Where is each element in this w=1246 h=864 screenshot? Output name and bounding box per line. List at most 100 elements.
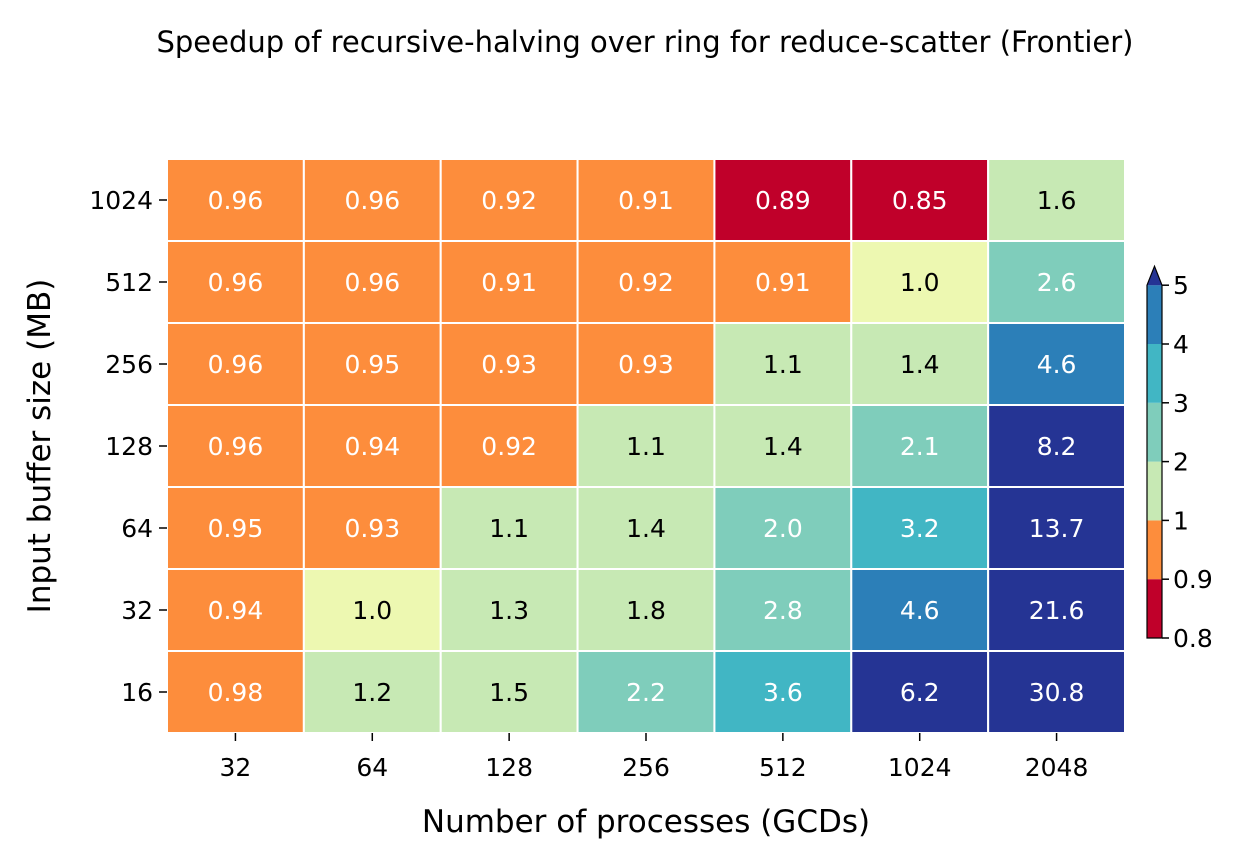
heatmap-cell [166,158,305,242]
cell-value-label: 0.96 [344,186,400,215]
heatmap-cell [302,158,442,242]
heatmap-cell [576,404,716,488]
y-axis-label: Input buffer size (MB) [22,279,58,614]
y-tick-label: 128 [105,432,153,461]
colorbar-tick-label: 5 [1173,271,1189,300]
cell-value-label: 0.93 [344,514,400,543]
heatmap-cell [302,404,442,488]
colorbar-tick-label: 3 [1173,389,1189,418]
heatmap-cell [439,158,579,242]
colorbar-tick-label: 0.9 [1173,565,1213,594]
x-tick-label: 128 [485,753,533,782]
cell-value-label: 0.94 [344,432,400,461]
colorbar-segment [1147,402,1162,462]
colorbar-outline [1146,264,1163,639]
colorbar: 0.8 0.9 1 2 3 4 5 [1146,264,1213,653]
cell-value-label: 8.2 [1037,432,1077,461]
cell-value-label: 0.95 [344,350,400,379]
heatmap-cell [439,486,579,570]
cell-value-label: 0.91 [755,268,811,297]
y-tick-label: 32 [121,596,153,625]
cell-value-label: 3.2 [900,514,940,543]
cell-value-label: 1.6 [1037,186,1077,215]
heatmap-cell [987,322,1127,406]
x-axis-label: Number of processes (GCDs) [422,804,870,840]
cell-value-label: 1.1 [626,432,666,461]
x-tick-label: 1024 [888,753,952,782]
cell-value-label: 1.4 [900,350,940,379]
x-tick-label: 256 [622,753,670,782]
colorbar-tick-label: 2 [1173,448,1189,477]
heatmap-cell [166,486,305,570]
heatmap-cell [850,650,990,734]
cell-value-label: 3.6 [763,678,803,707]
cell-value-label: 4.6 [1037,350,1077,379]
cell-value-label: 1.1 [763,350,803,379]
heatmap-cell [439,322,579,406]
heatmap-cell [302,322,442,406]
colorbar-segment [1147,461,1162,521]
x-tick-label: 2048 [1025,753,1089,782]
cell-value-label: 1.4 [626,514,666,543]
heatmap-cell [166,650,305,734]
heatmap-cell [987,240,1127,324]
cell-value-label: 2.0 [763,514,803,543]
cell-value-label: 0.96 [208,350,264,379]
cell-value-label: 0.92 [618,268,674,297]
y-tick-label: 1024 [89,186,153,215]
x-tick-label: 32 [220,753,252,782]
cell-value-label: 0.91 [481,268,537,297]
cell-value-label: 6.2 [900,678,940,707]
cell-value-label: 1.1 [489,514,529,543]
colorbar-tick-label: 1 [1173,506,1189,535]
colorbar-segment [1147,520,1162,580]
cell-value-label: 0.93 [618,350,674,379]
heatmap-cell [439,650,579,734]
cell-value-label: 13.7 [1029,514,1085,543]
cell-value-label: 2.6 [1037,268,1077,297]
heatmap-cell [850,404,990,488]
cell-value-label: 0.92 [481,432,537,461]
cell-value-label: 21.6 [1029,596,1085,625]
cell-value-label: 0.96 [208,186,264,215]
heatmap-cell [166,568,305,652]
heatmap-cell [987,404,1127,488]
heatmap-cell [987,568,1127,652]
heatmap-cell [576,322,716,406]
cell-value-label: 1.4 [763,432,803,461]
cell-value-label: 0.93 [481,350,537,379]
colorbar-segment [1147,344,1162,403]
chart-title: Speedup of recursive-halving over ring f… [156,25,1133,59]
y-tick-label: 256 [105,350,153,379]
cell-value-label: 1.5 [489,678,529,707]
cell-value-label: 0.85 [892,186,948,215]
cell-value-label: 1.8 [626,596,666,625]
cell-value-label: 1.0 [352,596,392,625]
cell-value-label: 4.6 [900,596,940,625]
cell-value-label: 1.2 [352,678,392,707]
cell-value-label: 0.92 [481,186,537,215]
cell-value-label: 0.94 [208,596,264,625]
colorbar-segment [1147,285,1162,344]
colorbar-tick-label: 4 [1173,330,1189,359]
heatmap-cell [850,158,990,242]
cell-value-label: 0.96 [208,432,264,461]
x-tick-label: 64 [356,753,388,782]
y-tick-label: 512 [105,268,153,297]
axis-ticks: 32 64 128 256 512 1024 2048 1024 512 256 128 64 32 16 [89,186,1088,782]
heatmap-cell [713,240,853,324]
cell-value-label: 2.8 [763,596,803,625]
cell-value-label: 1.0 [900,268,940,297]
colorbar-segment [1147,579,1162,638]
cell-value-label: 2.1 [900,432,940,461]
heatmap-cell [439,240,579,324]
heatmap-cell [166,404,305,488]
heatmap-cell [713,650,853,734]
cell-value-label: 0.98 [208,678,264,707]
cell-value-label: 30.8 [1029,678,1085,707]
heatmap-cell [987,650,1127,734]
cell-value-label: 0.96 [344,268,400,297]
cell-value-label: 0.96 [208,268,264,297]
heatmap-cell [576,568,716,652]
